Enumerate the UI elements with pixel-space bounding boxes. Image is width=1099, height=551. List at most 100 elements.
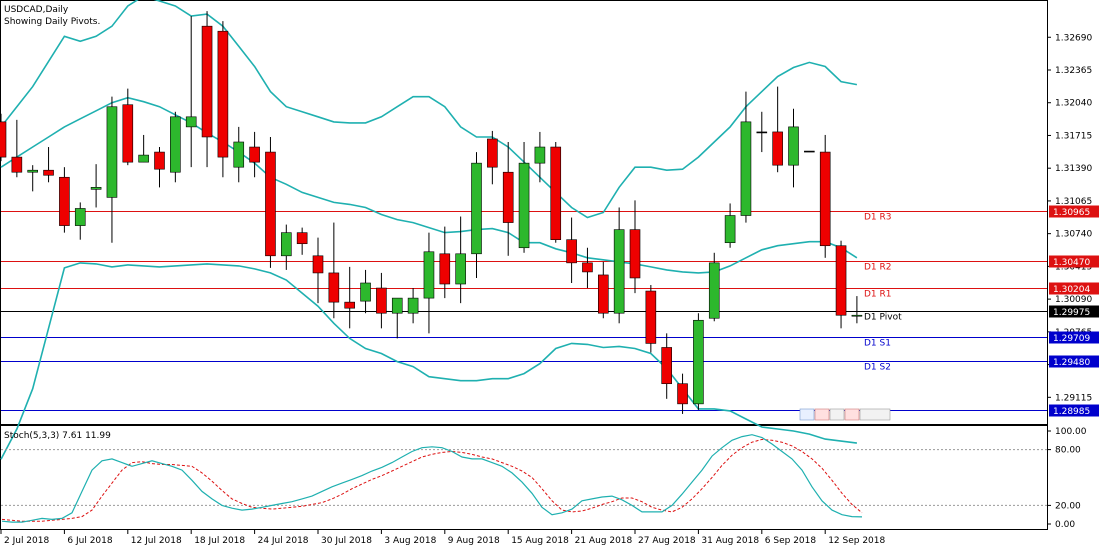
date-label-12: 6 Sep 2018 (765, 536, 817, 546)
candle-body-26 (407, 297, 419, 314)
price-axis: 1.32690 1.32365 1.32040 1.31715 1.31390 1.310… (1047, 33, 1092, 403)
candle-body-11 (170, 116, 181, 173)
candle-body-34 (534, 146, 546, 164)
session-timer-boxes (799, 408, 891, 421)
candle-body-51 (804, 150, 815, 153)
candle-body-43 (677, 383, 688, 405)
candle-body-41 (645, 290, 657, 344)
candle-body-36 (566, 239, 577, 264)
candle-body-54 (851, 314, 863, 317)
candle-body-8 (122, 104, 134, 163)
pivot-tag-bg-5 (1049, 355, 1099, 368)
candle-body-1 (11, 156, 23, 173)
price-tick-label-3: 1.31715 (1055, 131, 1092, 141)
timer-box-1 (799, 408, 815, 421)
pivot-label-2: D1 R1 (864, 290, 892, 300)
stoch-signal-line (1, 438, 863, 522)
timer-box-5 (859, 408, 891, 421)
candle-body-23 (360, 282, 371, 302)
date-label-8: 15 Aug 2018 (511, 536, 569, 546)
pivot-labels-layer: D1 R3 D1 R2 D1 R1 D1 Pivot D1 S1 D1 S2 (864, 213, 902, 373)
pivot-label-3: D1 Pivot (864, 313, 902, 323)
candle-body-10 (154, 151, 165, 170)
stoch-tick-label-1: 80.00 (1055, 446, 1081, 456)
pivot-tag-bg-2 (1049, 282, 1099, 295)
date-label-3: 18 Jul 2018 (194, 536, 245, 546)
candle-body-42 (661, 347, 673, 385)
price-tick-label-8: 1.30090 (1055, 295, 1092, 305)
pivot-tag-bg-0 (1049, 205, 1099, 218)
candle-body-37 (582, 262, 593, 273)
candle-body-6 (90, 187, 102, 190)
date-label-11: 31 Aug 2018 (701, 536, 759, 546)
stoch-lines-layer (1, 434, 863, 523)
pivot-label-4: D1 S1 (864, 339, 891, 349)
price-tick-label-4: 1.31390 (1055, 164, 1092, 174)
candle-body-50 (788, 126, 799, 166)
candle-body-0 (0, 121, 7, 158)
candle-body-52 (819, 151, 831, 247)
candle-body-48 (756, 131, 768, 134)
pivot-tag-bg-1 (1049, 255, 1099, 268)
candle-body-31 (487, 138, 498, 168)
candle-body-33 (518, 162, 530, 249)
pivot-tag-text-4: 1.29709 (1053, 334, 1090, 344)
chart-symbol-title: USDCAD,Daily (4, 5, 69, 15)
candle-body-9 (138, 154, 149, 163)
candle-body-30 (471, 162, 482, 255)
date-label-6: 3 Aug 2018 (384, 536, 436, 546)
price-tick-label-0: 1.32690 (1055, 33, 1092, 43)
stoch-tick-label-3: 0.00 (1055, 520, 1075, 530)
pivot-tag-bg-6 (1049, 404, 1099, 417)
candle-body-17 (265, 151, 276, 257)
stoch-axis: 100.00 80.00 20.00 0.00 (1047, 427, 1087, 530)
pivot-tag-text-1: 1.30470 (1053, 258, 1090, 268)
candle-body-12 (185, 116, 197, 128)
date-label-0: 2 Jul 2018 (4, 536, 49, 546)
candle-body-15 (233, 141, 245, 168)
candle-body-44 (693, 319, 704, 405)
candle-body-18 (280, 232, 292, 257)
candle-body-46 (724, 215, 736, 244)
price-tick-label-2: 1.32040 (1055, 99, 1092, 109)
candle-body-21 (328, 272, 340, 303)
timer-box-2 (814, 408, 830, 421)
candle-body-38 (597, 274, 609, 314)
candle-body-7 (106, 106, 118, 198)
candle-body-39 (613, 229, 625, 314)
candle-body-4 (59, 176, 70, 226)
candle-body-22 (344, 301, 356, 309)
price-tick-label-5: 1.31065 (1055, 197, 1092, 207)
price-tick-label-6: 1.30740 (1055, 230, 1092, 240)
candle-body-16 (249, 146, 260, 163)
bollinger-upper-line (0, 0, 858, 219)
pivot-price-tags: 1.30965 1.30470 1.30204 1.29975 1.29709 1.294… (1049, 205, 1099, 417)
candle-body-14 (217, 30, 229, 158)
candle-body-27 (423, 251, 435, 299)
pivot-tag-bg-4 (1049, 331, 1099, 344)
pivot-label-5: D1 S2 (864, 363, 891, 373)
date-axis: 2 Jul 2018 6 Jul 2018 12 Jul 2018 18 Jul 20… (0, 529, 886, 546)
date-label-4: 24 Jul 2018 (258, 536, 309, 546)
candle-body-3 (43, 169, 54, 176)
pivot-tag-text-6: 1.28985 (1053, 407, 1090, 417)
candles-layer (0, 11, 863, 414)
stoch-indicator-label: Stoch(5,3,3) 7.61 11.99 (4, 431, 111, 441)
date-label-5: 30 Jul 2018 (321, 536, 372, 546)
candle-body-47 (740, 121, 752, 216)
pivot-label-0: D1 R3 (864, 213, 892, 223)
candle-body-29 (455, 253, 466, 285)
price-tick-label-11: 1.29115 (1055, 393, 1092, 403)
stoch-main-line (1, 434, 863, 523)
candle-body-25 (391, 297, 403, 314)
date-label-2: 12 Jul 2018 (131, 536, 182, 546)
pivot-tag-text-3: 1.29975 (1053, 308, 1090, 318)
candle-body-45 (708, 262, 720, 319)
chart-subtitle: Showing Daily Pivots. (4, 17, 100, 27)
date-label-1: 6 Jul 2018 (67, 536, 112, 546)
stoch-panel-frame (0, 425, 1048, 530)
pivot-tag-text-5: 1.29480 (1053, 358, 1090, 368)
stoch-tick-label-2: 20.00 (1055, 501, 1081, 511)
date-label-13: 12 Sep 2018 (828, 536, 885, 546)
timer-box-4 (844, 408, 860, 421)
